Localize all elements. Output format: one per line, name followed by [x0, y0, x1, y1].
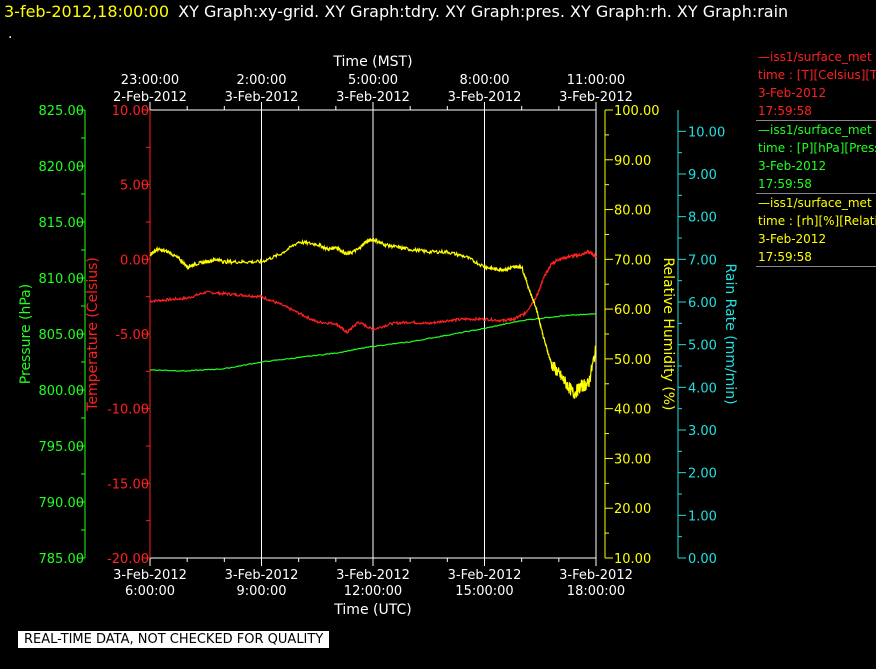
legend-text: 3-Feb-2012: [758, 159, 827, 173]
top-tick-label: 3-Feb-2012: [336, 90, 410, 105]
temperature-tick-label: 5.00: [120, 179, 149, 194]
rh-axis-title: Relative Humidity (%): [660, 257, 676, 410]
legend-text: time : [rh][%][Relati: [758, 214, 876, 228]
rain-tick-label: 3.00: [688, 424, 717, 439]
legend-text: —iss1/surface_met: [758, 123, 872, 137]
pressure-tick-label: 785.00: [39, 552, 85, 567]
rain-tick-label: 2.00: [688, 467, 717, 482]
pressure-tick-label: 790.00: [39, 496, 85, 511]
temperature-tick-label: -20.00: [107, 552, 149, 567]
bottom-tick-label: 18:00:00: [567, 584, 625, 599]
temperature-tick-label: -10.00: [107, 403, 149, 418]
bottom-tick-label: 3-Feb-2012: [448, 568, 522, 583]
rain-tick-label: 0.00: [688, 552, 717, 567]
timestamp: 3-feb-2012,18:00:00: [4, 2, 170, 21]
rh-tick-label: 20.00: [614, 502, 651, 517]
top-tick-label: 23:00:00: [121, 73, 179, 88]
pressure-tick-label: 820.00: [39, 160, 85, 175]
top-tick-label: 3-Feb-2012: [559, 90, 633, 105]
top-tick-label: 3-Feb-2012: [448, 90, 522, 105]
bottom-tick-label: 3-Feb-2012: [559, 568, 633, 583]
bottom-tick-label: 3-Feb-2012: [336, 568, 410, 583]
top-tick-label: 3-Feb-2012: [225, 90, 299, 105]
legend-text: 17:59:58: [758, 177, 812, 191]
rain-tick-label: 4.00: [688, 381, 717, 396]
top-tick-label: 11:00:00: [567, 73, 625, 88]
rh-tick-label: 50.00: [614, 353, 651, 368]
legend-text: time : [T][Celsius][T: [758, 68, 876, 82]
bottom-tick-label: 15:00:00: [455, 584, 513, 599]
top-tick-label: 2-Feb-2012: [113, 90, 187, 105]
bottom-tick-label: 6:00:00: [125, 584, 175, 599]
pressure-tick-label: 810.00: [39, 272, 85, 287]
top-tick-label: 5:00:00: [348, 73, 398, 88]
rh-tick-label: 10.00: [614, 552, 651, 567]
rh-tick-label: 80.00: [614, 204, 651, 219]
pressure-tick-label: 825.00: [39, 104, 85, 119]
rh-tick-label: 60.00: [614, 303, 651, 318]
legend-text: 3-Feb-2012: [758, 232, 827, 246]
rain-tick-label: 5.00: [688, 339, 717, 354]
temperature-series-line: [149, 249, 597, 335]
pressure-tick-label: 805.00: [39, 328, 85, 343]
bottom-tick-label: 12:00:00: [344, 584, 402, 599]
rh-tick-label: 100.00: [614, 104, 660, 119]
temperature-tick-label: 10.00: [112, 104, 149, 119]
legend-text: time : [P][hPa][Press: [758, 141, 876, 155]
rain-tick-label: 7.00: [688, 253, 717, 268]
temperature-tick-label: -5.00: [115, 328, 149, 343]
legend-text: 3-Feb-2012: [758, 86, 827, 100]
rain-tick-label: 9.00: [688, 168, 717, 183]
pressure-tick-label: 800.00: [39, 384, 85, 399]
legend-text: 17:59:58: [758, 250, 812, 264]
bottom-tick-label: 3-Feb-2012: [225, 568, 299, 583]
rain-axis-title: Rain Rate (mm/min): [722, 263, 738, 404]
legend-text: —iss1/surface_met: [758, 196, 872, 210]
legend: —iss1/surface_met time : [T][Celsius][T 3-…: [756, 48, 876, 267]
rain-tick-label: 6.00: [688, 296, 717, 311]
header-dot: .: [8, 26, 13, 42]
pressure-axis-title: Pressure (hPa): [18, 284, 34, 384]
bottom-tick-label: 9:00:00: [236, 584, 286, 599]
temperature-tick-label: -15.00: [107, 477, 149, 492]
rh-tick-label: 90.00: [614, 154, 651, 169]
rh-tick-label: 70.00: [614, 253, 651, 268]
legend-text: 17:59:58: [758, 104, 812, 118]
top-tick-label: 8:00:00: [459, 73, 509, 88]
quality-notice: REAL-TIME DATA, NOT CHECKED FOR QUALITY: [18, 631, 330, 648]
rh-series-line: [149, 237, 597, 399]
top-axis-title: Time (MST): [332, 54, 412, 70]
rain-tick-label: 8.00: [688, 211, 717, 226]
rain-tick-label: 10.00: [688, 125, 725, 140]
pressure-tick-label: 815.00: [39, 216, 85, 231]
rain-tick-label: 1.00: [688, 509, 717, 524]
pressure-series-line: [149, 313, 597, 372]
top-tick-label: 2:00:00: [236, 73, 286, 88]
bottom-axis-title: Time (UTC): [333, 602, 411, 618]
graph-list: XY Graph:xy-grid. XY Graph:tdry. XY Grap…: [178, 2, 789, 21]
rh-tick-label: 40.00: [614, 403, 651, 418]
temperature-tick-label: 0.00: [120, 253, 149, 268]
header: 3-feb-2012,18:00:00 XY Graph:xy-grid. XY…: [4, 2, 788, 21]
bottom-tick-label: 3-Feb-2012: [113, 568, 187, 583]
temperature-axis-title: Temperature (Celsius): [85, 257, 101, 412]
rh-tick-label: 30.00: [614, 452, 651, 467]
pressure-tick-label: 795.00: [39, 440, 85, 455]
legend-text: —iss1/surface_met: [758, 50, 872, 64]
